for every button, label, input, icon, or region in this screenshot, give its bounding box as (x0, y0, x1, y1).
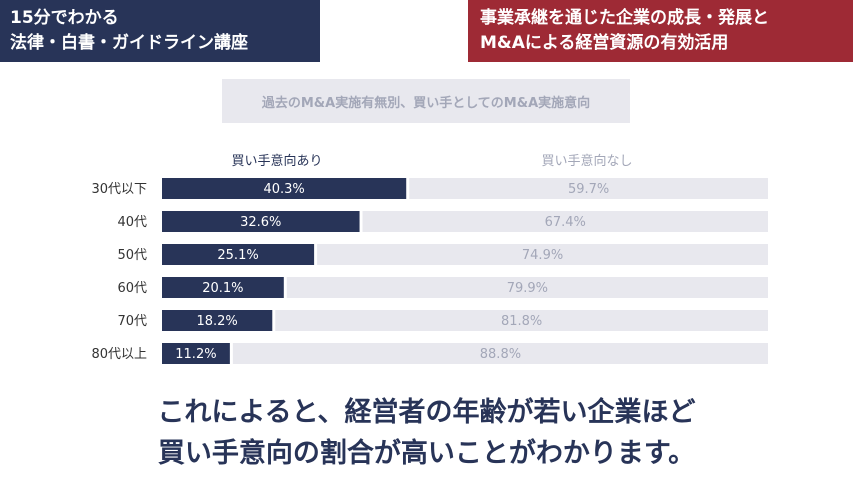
course-banner-line-1: 15分でわかる (10, 8, 119, 28)
value-label-no-buyer-intent: 81.8% (501, 314, 542, 329)
value-label-buyer-intent: 11.2% (175, 347, 216, 362)
conclusion-text: これによると、経営者の年齢が若い企業ほど 買い手意向の割合が高いことがわかります… (0, 392, 853, 474)
course-banner-line-2: 法律・白書・ガイドライン講座 (10, 33, 248, 53)
category-label: 60代 (117, 281, 147, 296)
value-label-no-buyer-intent: 88.8% (480, 347, 521, 362)
chart-subtitle: 過去のM&A実施有無別、買い手としてのM&A実施意向 (222, 79, 630, 123)
value-label-no-buyer-intent: 74.9% (522, 248, 563, 263)
bar-no-buyer-intent (275, 310, 768, 331)
legend-label-buyer-intent: 買い手意向あり (231, 153, 322, 169)
category-label: 50代 (117, 248, 147, 263)
topic-banner-line-1: 事業承継を通じた企業の成長・発展と (480, 8, 769, 28)
bar-no-buyer-intent (232, 343, 768, 364)
value-label-no-buyer-intent: 79.9% (507, 281, 548, 296)
value-label-buyer-intent: 40.3% (263, 182, 304, 197)
course-banner: 15分でわかる 法律・白書・ガイドライン講座 (0, 0, 320, 62)
stacked-bar-chart: 買い手意向あり 買い手意向なし 30代以下 40.3% 59.7% 40代 32.6% 67.… (91, 153, 768, 364)
conclusion-line-1: これによると、経営者の年齢が若い企業ほど (157, 397, 696, 428)
bar-no-buyer-intent (362, 211, 768, 232)
legend-label-no-buyer-intent: 買い手意向なし (541, 153, 632, 169)
bar-buyer-intent (162, 244, 315, 265)
bar-no-buyer-intent (317, 244, 768, 265)
bar-buyer-intent (162, 343, 230, 364)
bar-buyer-intent (162, 277, 284, 298)
value-label-buyer-intent: 18.2% (196, 314, 237, 329)
bar-buyer-intent (162, 310, 273, 331)
value-label-buyer-intent: 20.1% (202, 281, 243, 296)
conclusion-line-2: 買い手意向の割合が高いことがわかります。 (157, 438, 696, 469)
category-label: 40代 (117, 215, 147, 230)
bar-no-buyer-intent (286, 277, 768, 298)
topic-banner: 事業承継を通じた企業の成長・発展と M&Aによる経営資源の有効活用 (468, 0, 853, 62)
value-label-no-buyer-intent: 59.7% (568, 182, 609, 197)
value-label-buyer-intent: 25.1% (217, 248, 258, 263)
category-label: 30代以下 (91, 182, 147, 197)
topic-banner-line-2: M&Aによる経営資源の有効活用 (480, 33, 729, 53)
category-label: 80代以上 (91, 347, 147, 362)
category-label: 70代 (117, 314, 147, 329)
value-label-buyer-intent: 32.6% (240, 215, 281, 230)
bar-buyer-intent (162, 178, 407, 199)
bar-buyer-intent (162, 211, 360, 232)
bar-no-buyer-intent (409, 178, 768, 199)
value-label-no-buyer-intent: 67.4% (545, 215, 586, 230)
